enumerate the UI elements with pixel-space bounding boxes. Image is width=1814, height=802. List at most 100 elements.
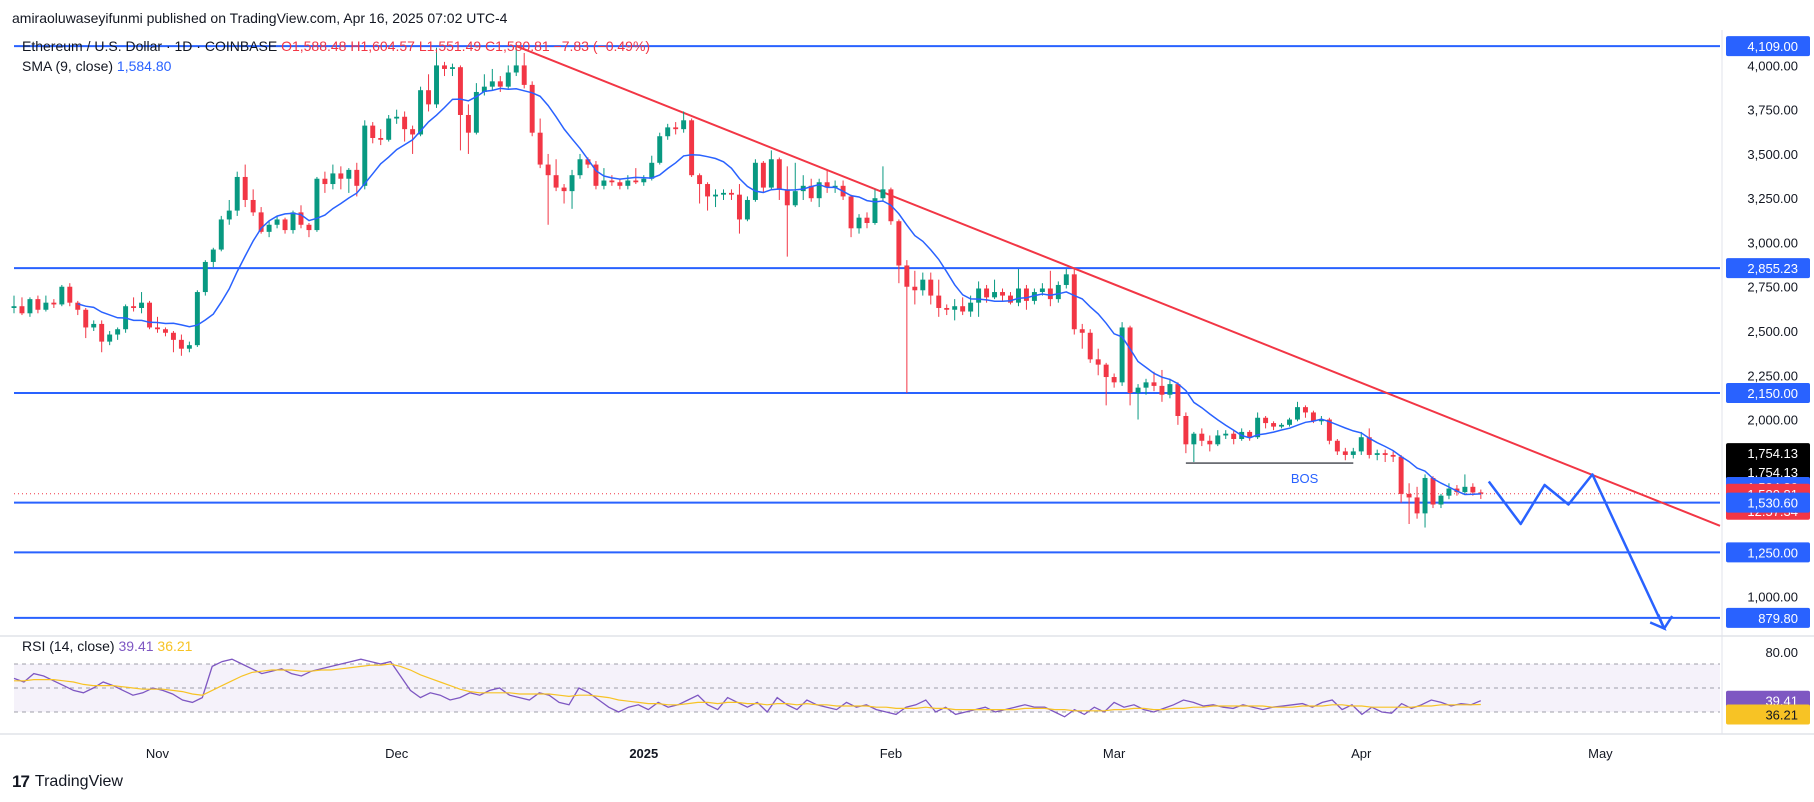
price-tick-label: 3,000.00 — [1747, 235, 1798, 250]
candle-body — [1310, 412, 1316, 422]
candle-body — [752, 162, 758, 200]
candle-body — [35, 299, 41, 310]
candle-body — [649, 162, 655, 179]
level-price-label: 2,150.00 — [1747, 386, 1798, 401]
candle-body — [960, 306, 966, 312]
candle-body — [1382, 453, 1388, 455]
price-tick-label: 4,000.00 — [1747, 58, 1798, 73]
candle-body — [705, 184, 711, 197]
candle-body — [721, 192, 726, 195]
level-price-label-bg — [1726, 492, 1810, 513]
candle-body — [553, 175, 559, 188]
tradingview-logo-icon: 17 — [12, 772, 30, 791]
symbol-title: Ethereum / U.S. Dollar · 1D · COINBASE — [22, 38, 278, 54]
candle-body — [465, 114, 471, 133]
candle-body — [51, 302, 57, 305]
ohlc-open: O1,588.48 — [281, 38, 347, 54]
candle-body — [147, 302, 152, 328]
rsi-label: RSI (14, close) — [22, 638, 115, 654]
candle-body — [370, 125, 376, 139]
candle-body — [1342, 451, 1348, 455]
candle-body — [1199, 433, 1205, 441]
candle-body — [1247, 431, 1253, 438]
candle-body — [1374, 453, 1380, 455]
candle-body — [1000, 292, 1005, 296]
candle-body — [848, 196, 854, 229]
candle-body — [984, 288, 990, 298]
candle-body — [856, 217, 862, 229]
candle-body — [545, 164, 551, 176]
black-price-label-bg — [1726, 443, 1810, 484]
price-tick-label: 1,000.00 — [1747, 590, 1798, 605]
candle-body — [816, 182, 822, 199]
candle-body — [1302, 407, 1308, 413]
candle-body — [481, 86, 487, 92]
candle-body — [1079, 329, 1085, 333]
candle-body — [904, 265, 910, 287]
candle-body — [1191, 433, 1197, 445]
candle-body — [1350, 451, 1356, 455]
tradingview-footer[interactable]: 17 TradingView — [12, 772, 123, 792]
time-axis-label: May — [1588, 746, 1613, 761]
sma-label: SMA (9, close) — [22, 58, 114, 74]
candle-body — [1183, 415, 1189, 445]
price-chart[interactable]: 1,000.001,250.001,500.001,750.002,000.00… — [0, 30, 1814, 772]
candle-body — [792, 191, 798, 206]
candle-body — [992, 292, 998, 298]
candle-body — [1143, 382, 1149, 388]
rsi-background-band — [14, 664, 1720, 712]
candle-body — [338, 173, 344, 179]
candle-body — [760, 162, 766, 188]
level-price-label: 1,530.60 — [1747, 496, 1798, 511]
candle-body — [641, 178, 647, 183]
level-price-label: 2,855.23 — [1747, 261, 1798, 276]
candle-body — [1422, 477, 1428, 514]
symbol-legend: Ethereum / U.S. Dollar · 1D · COINBASE O… — [22, 38, 650, 54]
candle-body — [1446, 488, 1452, 496]
candle-body — [115, 329, 121, 335]
candle-body — [976, 288, 982, 303]
price-tick-label: 2,750.00 — [1747, 280, 1798, 295]
ohlc-close: C1,580.81 — [485, 38, 550, 54]
candle-body — [1008, 295, 1013, 303]
candle-body — [442, 65, 447, 69]
rsi-value: 39.41 — [118, 638, 154, 654]
candle-body — [242, 176, 248, 200]
ohlc-change: −7.83 (−0.49%) — [553, 38, 651, 54]
level-price-label-bg — [1726, 36, 1810, 57]
candle-body — [91, 323, 97, 328]
candle-body — [457, 67, 463, 115]
candle-body — [1398, 456, 1404, 494]
ohlc-low: L1,551.49 — [418, 38, 482, 54]
candle-body — [681, 120, 687, 130]
time-axis-label: Nov — [146, 746, 170, 761]
candle-body — [601, 180, 607, 186]
candle-body — [1366, 437, 1372, 455]
candle-body — [537, 132, 543, 165]
candle-body — [330, 173, 336, 185]
candle-body — [513, 65, 519, 73]
candle-body — [920, 279, 926, 291]
bos-label: BOS — [1291, 471, 1319, 486]
candle-body — [354, 169, 360, 186]
level-price-label-bg — [1726, 607, 1810, 628]
candle-body — [617, 182, 623, 186]
ohlc-high: H1,604.57 — [350, 38, 415, 54]
candle-body — [1119, 327, 1125, 383]
candle-body — [824, 182, 830, 188]
candle-body — [1231, 433, 1237, 440]
time-axis-label: Feb — [880, 746, 902, 761]
candle-body — [1175, 384, 1181, 416]
candle-body — [768, 159, 774, 188]
candle-body — [1095, 359, 1101, 365]
rsi-legend: RSI (14, close) 39.41 36.21 — [22, 638, 192, 654]
candle-body — [880, 189, 886, 199]
candle-body — [1287, 419, 1292, 425]
candle-body — [912, 286, 918, 291]
time-axis-label: Dec — [385, 746, 409, 761]
candle-body — [59, 286, 65, 305]
candle-body — [426, 90, 432, 105]
candle-body — [609, 180, 615, 183]
candle-body — [162, 329, 168, 333]
candle-body — [1167, 384, 1173, 395]
